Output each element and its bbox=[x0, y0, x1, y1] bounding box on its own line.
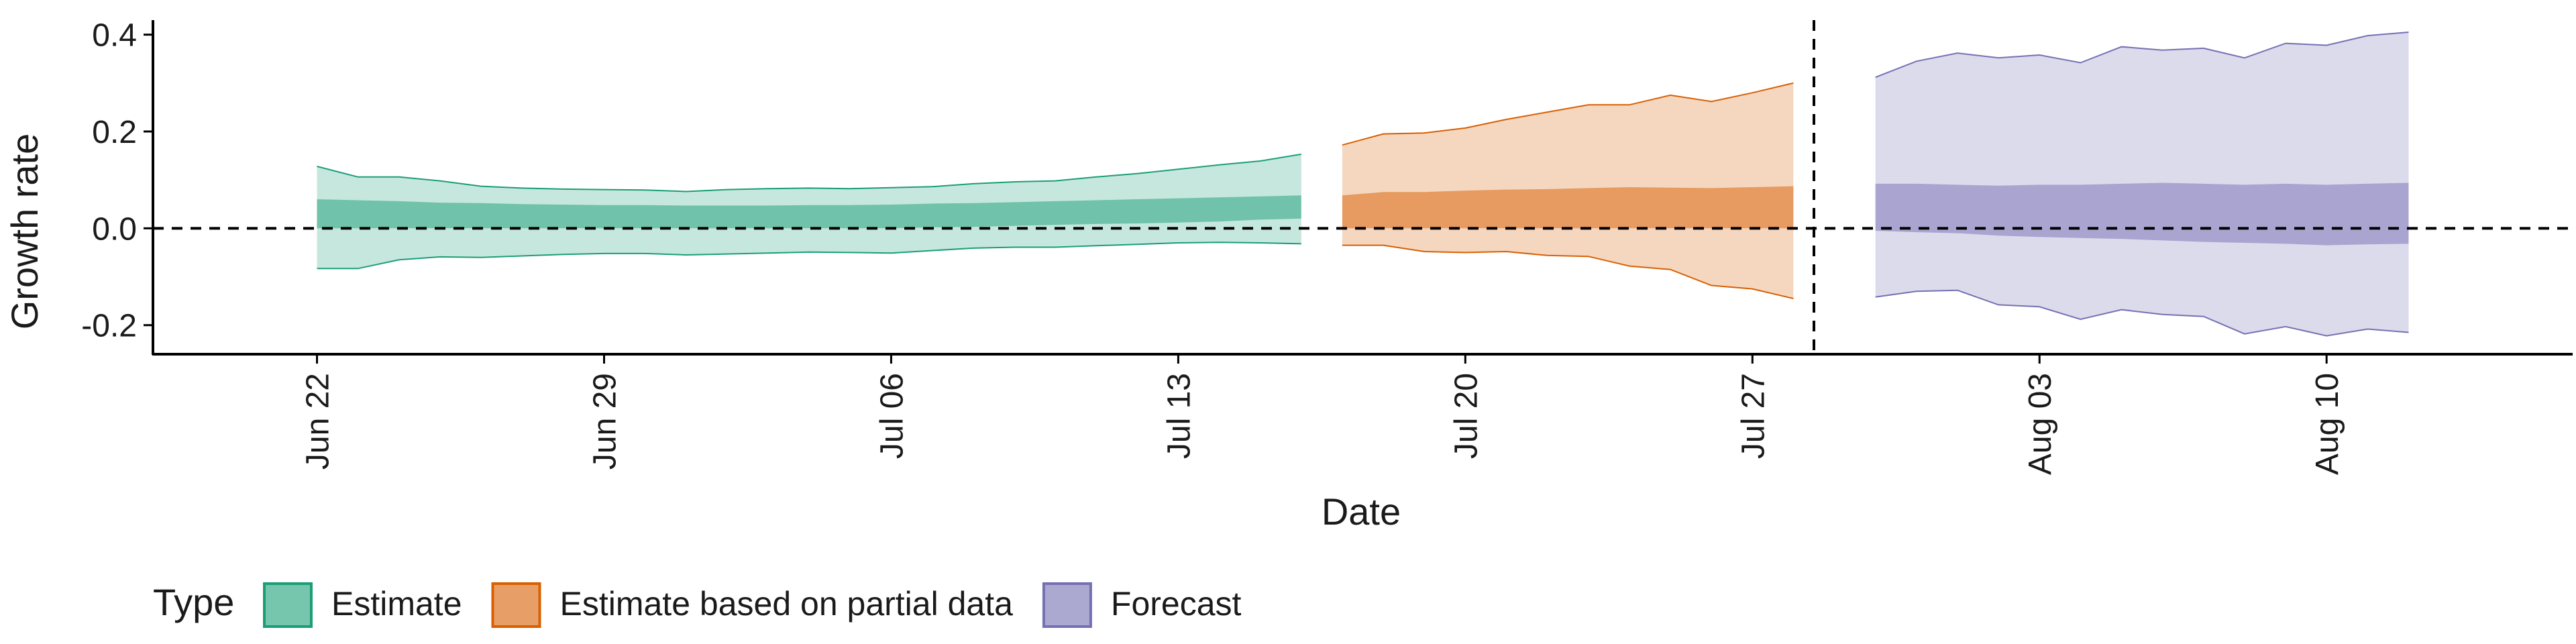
x-tick-label: Jun 29 bbox=[587, 373, 623, 470]
x-tick-label: Jul 27 bbox=[1735, 373, 1771, 459]
series-forecast bbox=[1875, 32, 2409, 337]
band-90-upper-edge-forecast bbox=[1875, 32, 2409, 78]
x-tick-label: Aug 10 bbox=[2310, 373, 2345, 475]
axes: -0.2 0.0 0.2 0.4 Jun 22 Jun 29 Jul 06 Jul 13 Jul… bbox=[81, 18, 2573, 475]
series-estimate bbox=[317, 153, 1301, 270]
x-tick-label: Jul 13 bbox=[1161, 373, 1197, 459]
band-90-lower-edge-forecast bbox=[1875, 289, 2409, 337]
y-tick-label: 0.2 bbox=[92, 115, 137, 150]
y-tick-label: 0.4 bbox=[92, 18, 137, 54]
x-tick-label: Jul 06 bbox=[874, 373, 910, 459]
plot-area bbox=[153, 20, 2573, 354]
x-axis-title: Date bbox=[1322, 490, 1401, 533]
legend-swatch-partial bbox=[491, 582, 541, 628]
legend-swatch-forecast bbox=[1042, 582, 1092, 628]
legend-label-forecast: Forecast bbox=[1111, 585, 1242, 623]
x-tick-label: Aug 03 bbox=[2023, 373, 2058, 475]
band-90-upper-edge-estimate bbox=[317, 153, 1301, 193]
legend-swatch-estimate bbox=[263, 582, 313, 628]
y-tick-label: -0.2 bbox=[81, 309, 137, 344]
band-90-upper-edge-partial bbox=[1342, 82, 1794, 146]
legend-label-estimate: Estimate bbox=[331, 585, 462, 623]
band-50-estimate bbox=[317, 195, 1301, 229]
legend: Type Estimate Estimate based on partial d… bbox=[153, 581, 1242, 628]
x-tick-label: Jun 22 bbox=[301, 373, 336, 470]
band-90-lower-edge-partial bbox=[1342, 244, 1794, 299]
band-90-lower-edge-estimate bbox=[317, 241, 1301, 270]
x-tick-label: Jul 20 bbox=[1448, 373, 1484, 459]
legend-title: Type bbox=[153, 581, 234, 623]
band-50-forecast bbox=[1875, 182, 2409, 246]
series-partial bbox=[1342, 82, 1794, 299]
y-tick-label: 0.0 bbox=[92, 211, 137, 247]
band-50-partial bbox=[1342, 186, 1794, 229]
legend-label-partial: Estimate based on partial data bbox=[560, 585, 1014, 623]
y-axis-title: Growth rate bbox=[3, 133, 46, 330]
